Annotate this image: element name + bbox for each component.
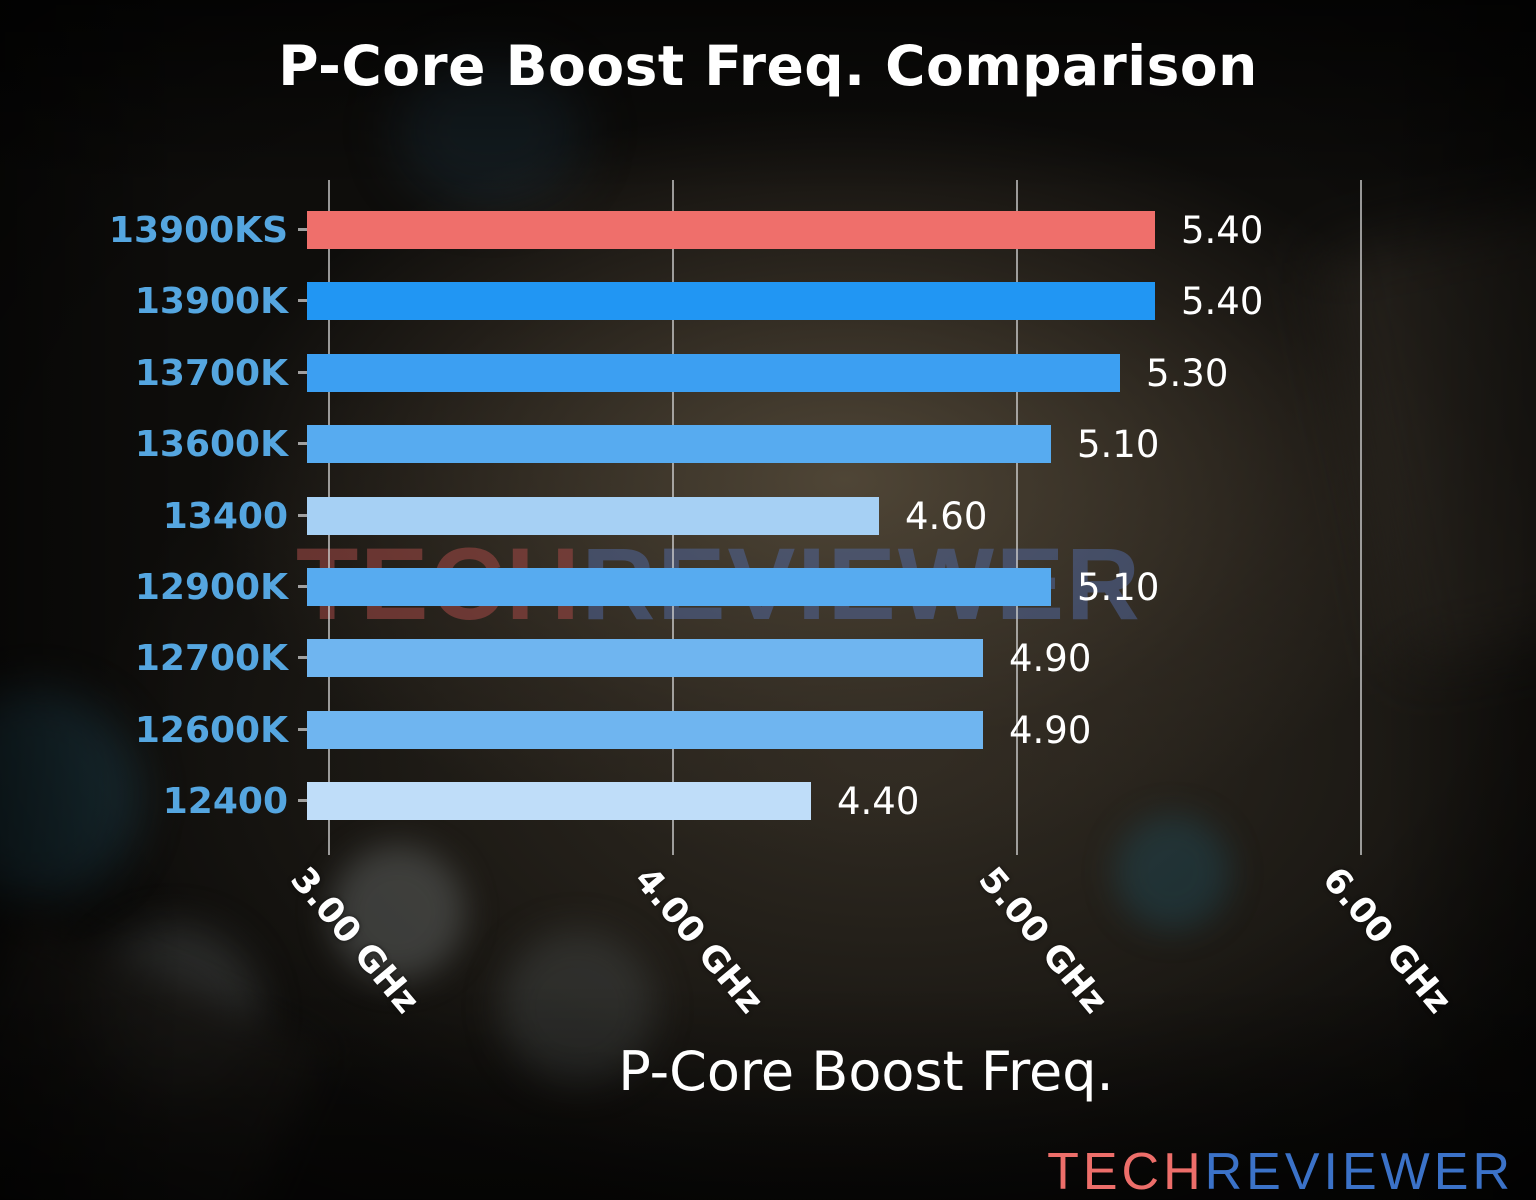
bar — [307, 425, 1051, 463]
plot-area: 5.40 5.40 5.30 5.10 4.60 5.10 4.90 4.90 4.40 — [307, 180, 1425, 855]
bar-value-label: 5.10 — [1077, 566, 1160, 609]
bar — [307, 639, 983, 677]
category-label: 13600K — [134, 424, 288, 465]
y-tick-mark — [298, 585, 307, 588]
brand-logo: TECHREVIEWER — [1047, 1142, 1514, 1200]
category-label: 12900K — [134, 567, 288, 608]
gridline — [1016, 180, 1019, 855]
y-tick-mark — [298, 228, 307, 231]
bar — [307, 711, 983, 749]
bar — [307, 211, 1155, 249]
gridline — [1360, 180, 1363, 855]
y-tick-mark — [298, 656, 307, 659]
category-label: 12600K — [134, 710, 288, 751]
bar-value-label: 5.10 — [1077, 423, 1160, 466]
bar — [307, 282, 1155, 320]
logo-reviewer: REVIEWER — [1204, 1143, 1514, 1200]
bar-value-label: 4.40 — [837, 780, 920, 823]
bar-value-label: 5.30 — [1146, 352, 1229, 395]
bar — [307, 782, 811, 820]
bar — [307, 354, 1120, 392]
bar — [307, 497, 879, 535]
bar-value-label: 5.40 — [1181, 280, 1264, 323]
bar-value-label: 4.90 — [1009, 709, 1092, 752]
y-tick-mark — [298, 514, 307, 517]
y-tick-mark — [298, 299, 307, 302]
x-axis-label: P-Core Boost Freq. — [618, 1040, 1114, 1103]
y-tick-mark — [298, 442, 307, 445]
chart-title: P-Core Boost Freq. Comparison — [278, 34, 1258, 98]
bar — [307, 568, 1051, 606]
category-label: 13900KS — [108, 210, 288, 251]
category-label: 12400 — [162, 781, 288, 822]
y-tick-mark — [298, 799, 307, 802]
category-label: 13700K — [134, 353, 288, 394]
bar-value-label: 5.40 — [1181, 209, 1264, 252]
y-tick-mark — [298, 728, 307, 731]
category-axis: 13900KS 13900K 13700K 13600K 13400 12900K 1270… — [0, 180, 288, 855]
bar-value-label: 4.90 — [1009, 637, 1092, 680]
category-label: 13900K — [134, 281, 288, 322]
y-tick-mark — [298, 371, 307, 374]
logo-tech: TECH — [1047, 1143, 1205, 1200]
category-label: 13400 — [162, 496, 288, 537]
bar-value-label: 4.60 — [905, 495, 988, 538]
category-label: 12700K — [134, 638, 288, 679]
